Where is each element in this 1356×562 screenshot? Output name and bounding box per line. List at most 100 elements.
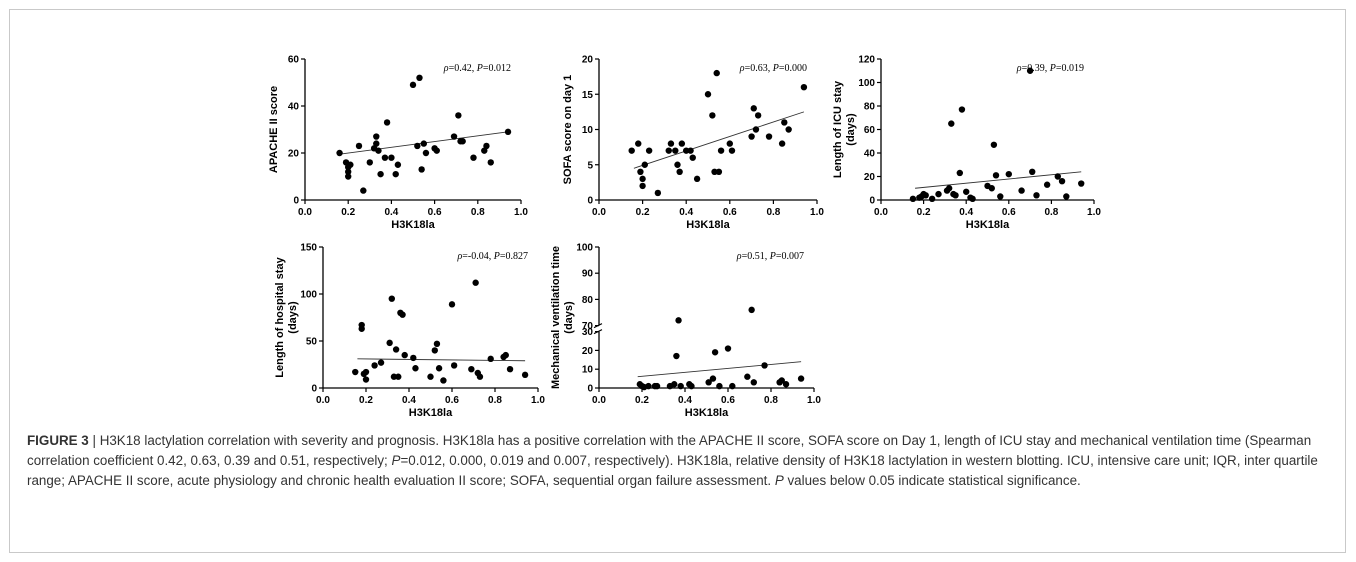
scatter-point — [748, 133, 755, 140]
scatter-point — [410, 354, 417, 362]
scatter-point — [705, 379, 712, 386]
scatter-point — [992, 172, 1000, 179]
scatter-point — [431, 347, 438, 354]
x-tick-label: 1.0 — [810, 207, 824, 218]
annotation-value: =0.42, — [449, 63, 477, 74]
scatter-plot-grid: 0.0 0.2 0.4 0.6 0.8 1.0 0 20 40 60 H3K18la APACHE I… — [268, 55, 1101, 420]
y-axis-label: Mechanical ventilation time — [550, 246, 562, 389]
scatter-point — [483, 142, 490, 150]
scatter-point — [504, 128, 512, 136]
x-tick-label: 0.8 — [764, 395, 778, 406]
scatter-point — [392, 170, 399, 178]
scatter-point — [412, 365, 419, 372]
scatter-point — [377, 359, 385, 366]
scatter-point — [352, 368, 359, 376]
correlation-annotation: ρ=0.42, P=0.012 — [443, 63, 511, 74]
y-axis-label: APACHE II score — [268, 86, 280, 173]
scatter-point — [409, 81, 417, 89]
scatter-point — [440, 377, 447, 384]
y-tick-label: 5 — [587, 160, 593, 171]
y-tick-label: 50 — [306, 337, 318, 348]
y-tick-label: 40 — [288, 102, 300, 113]
y-tick-label: 20 — [582, 346, 594, 357]
scatter-point — [653, 382, 661, 390]
annotation-value: =0.51, — [742, 251, 770, 262]
caption-text-3: values below 0.05 indicate statistical s… — [783, 473, 1081, 488]
y-tick-label: 80 — [864, 102, 876, 113]
x-tick-label: 0.4 — [679, 207, 693, 218]
x-tick-label: 0.2 — [917, 207, 931, 218]
x-tick-label: 0.4 — [384, 207, 398, 218]
scatter-point — [724, 345, 732, 352]
scatter-point — [909, 195, 917, 203]
annotation-symbol: P — [772, 63, 779, 74]
regression-line — [637, 361, 802, 378]
annotation-symbol: P — [1049, 63, 1056, 74]
scatter-point — [676, 168, 683, 175]
scatter-point — [645, 382, 652, 390]
scatter-point — [448, 301, 456, 308]
x-tick-label: 0.2 — [341, 207, 355, 218]
scatter-point — [373, 140, 380, 147]
scatter-point — [928, 195, 936, 203]
chart-panel-2: 0.0 0.2 0.4 0.6 0.8 1.0 0 5 10 15 20 H3K18la SOFA sc… — [562, 55, 824, 232]
scatter-point — [521, 371, 529, 379]
scatter-point — [1043, 181, 1051, 188]
scatter-point — [675, 317, 682, 324]
regression-line — [633, 111, 805, 169]
scatter-point — [750, 105, 757, 112]
scatter-point — [952, 192, 959, 199]
scatter-point — [678, 140, 686, 147]
y-tick-label: 30 — [582, 327, 594, 338]
y-tick-label: 0 — [587, 196, 593, 207]
scatter-point — [673, 352, 680, 360]
y-axis-label: (days) — [287, 301, 299, 334]
scatter-point — [345, 173, 352, 180]
regression-line — [915, 171, 1082, 189]
scatter-point — [715, 168, 723, 175]
scatter-point — [641, 161, 648, 168]
scatter-point — [355, 142, 363, 150]
scatter-point — [765, 133, 773, 140]
y-tick-label: 0 — [293, 196, 299, 207]
scatter-point — [468, 366, 475, 373]
scatter-point — [383, 119, 391, 126]
scatter-point — [726, 140, 733, 147]
scatter-point — [744, 373, 751, 380]
scatter-point — [665, 147, 672, 154]
x-tick-label: 0.0 — [874, 207, 888, 218]
scatter-point — [487, 159, 494, 166]
scatter-point — [366, 159, 373, 166]
figure-frame — [9, 9, 1346, 553]
scatter-point — [392, 346, 400, 353]
annotation-value: =0.007 — [776, 251, 804, 262]
annotation-symbol: P — [769, 251, 776, 262]
scatter-point — [748, 306, 755, 314]
scatter-point — [347, 161, 354, 168]
annotation-symbol: ρ — [1016, 63, 1022, 74]
scatter-point — [997, 193, 1004, 200]
scatter-point — [639, 182, 646, 190]
scatter-point — [1018, 187, 1025, 194]
scatter-point — [948, 120, 955, 127]
scatter-point — [637, 168, 644, 175]
scatter-point — [752, 126, 760, 133]
scatter-point — [717, 147, 725, 154]
x-tick-label: 0.6 — [1002, 207, 1016, 218]
x-tick-label: 0.8 — [471, 207, 485, 218]
y-tick-label: 100 — [858, 78, 875, 89]
scatter-point — [693, 175, 701, 183]
caption-p-letter-1: P — [391, 453, 401, 468]
scatter-point — [654, 189, 662, 197]
y-axis-label: Length of hospital stay — [274, 256, 286, 377]
scatter-point — [990, 141, 998, 148]
y-tick-label: 10 — [582, 125, 594, 136]
annotation-symbol: P — [476, 63, 483, 74]
x-tick-label: 0.4 — [959, 207, 973, 218]
scatter-point — [427, 373, 434, 380]
scatter-point — [418, 166, 425, 173]
scatter-point — [373, 133, 380, 140]
scatter-point — [963, 188, 970, 195]
scatter-point — [381, 154, 389, 161]
scatter-point — [713, 69, 720, 77]
